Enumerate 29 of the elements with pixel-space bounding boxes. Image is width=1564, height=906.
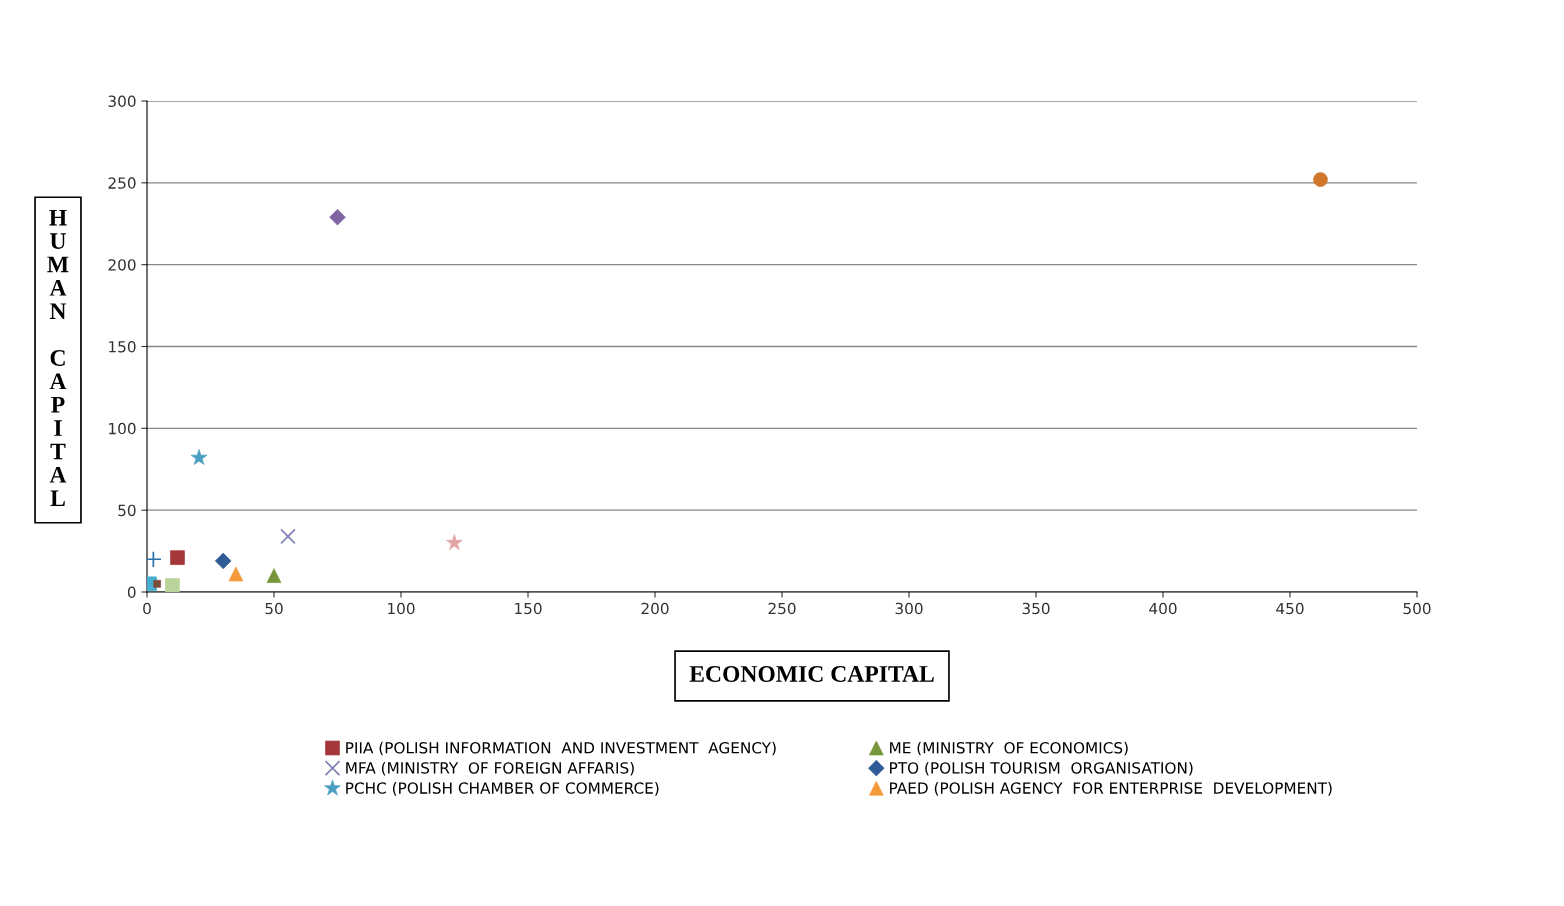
legend-label: PCHC (POLISH CHAMBER OF COMMERCE): [346, 782, 659, 796]
x-tick-label: 100: [388, 602, 415, 615]
x-tick-label: 350: [1022, 602, 1050, 615]
x-tick-label: 150: [515, 602, 542, 615]
x-tick-label: 200: [641, 602, 669, 615]
x-tick-label: 300: [895, 602, 923, 615]
x-tick-label: 50: [265, 602, 283, 615]
x-tick-label: 400: [1149, 602, 1177, 615]
x-axis-title: ECONOMIC CAPITAL: [689, 666, 934, 682]
y-tick-label: 150: [109, 340, 136, 353]
y-tick-label: 250: [108, 177, 136, 189]
text: H U M A N C A P I T A L: [47, 209, 69, 506]
y-tick-label: 200: [108, 259, 136, 271]
x-tick-label: 0: [143, 602, 151, 615]
legend-label: PIIA (POLISH INFORMATION AND INVESTMENT AGENCY): [346, 741, 776, 756]
legend-label: PTO (POLISH TOURISM ORGANISATION): [890, 761, 1193, 776]
legend-label: ME (MINISTRY OF ECONOMICS): [890, 741, 1128, 756]
y-tick-label: 0: [127, 586, 136, 599]
point: [147, 550, 162, 568]
x-tick-label: 450: [1276, 602, 1304, 615]
point: [280, 528, 296, 545]
legend-label: PAED (POLISH AGENCY FOR ENTERPRISE DEVELOPMENT): [890, 782, 1332, 796]
y-tick-label: 300: [108, 95, 136, 108]
y-tick-label: 100: [109, 422, 136, 435]
y-tick-label: 50: [118, 504, 136, 517]
x-tick-label: 500: [1403, 602, 1431, 615]
legend-label: MFA (MINISTRY OF FOREIGN AFFARIS): [346, 761, 634, 776]
point: [329, 209, 346, 226]
x-tick-label: 250: [768, 602, 796, 615]
